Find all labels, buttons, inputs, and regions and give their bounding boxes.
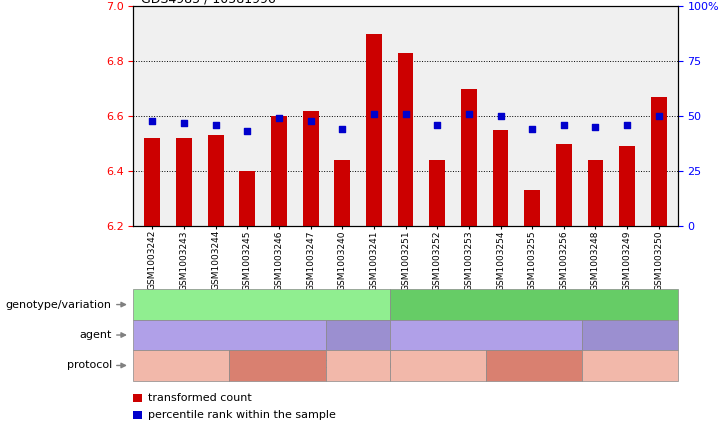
Bar [429, 160, 445, 226]
Bar [588, 160, 603, 226]
Text: 1 application: 1 application [148, 360, 216, 371]
Point [242, 128, 253, 135]
Text: TPA: TPA [219, 330, 239, 340]
Text: control: control [611, 330, 649, 340]
Text: 1 application: 1 application [324, 360, 392, 371]
Point [337, 126, 348, 133]
Point [399, 110, 411, 117]
Bar [271, 116, 287, 226]
Text: agent: agent [79, 330, 112, 340]
Point [495, 113, 506, 120]
Text: GDS4985 / 10581996: GDS4985 / 10581996 [141, 0, 275, 6]
Bar [398, 53, 413, 226]
Text: 1 application: 1 application [596, 360, 663, 371]
Text: 1 application: 1 application [404, 360, 472, 371]
Text: transformed count: transformed count [148, 393, 252, 403]
Text: genotype/variation: genotype/variation [6, 299, 112, 310]
Bar [208, 135, 224, 226]
Point [526, 126, 538, 133]
Bar [144, 138, 160, 226]
Point [558, 121, 570, 128]
Bar [176, 138, 192, 226]
Text: 4 daily applications: 4 daily applications [486, 360, 581, 371]
Bar [556, 143, 572, 226]
Text: control: control [338, 330, 377, 340]
Bar [651, 97, 667, 226]
Point [305, 117, 317, 124]
Bar [239, 171, 255, 226]
Text: wild type: wild type [508, 299, 559, 310]
Point [210, 121, 221, 128]
Point [622, 121, 633, 128]
Point [463, 110, 474, 117]
Text: 4 daily applications: 4 daily applications [230, 360, 325, 371]
Text: percentile rank within the sample: percentile rank within the sample [148, 410, 336, 420]
Text: Vav2-/-;Vav3-/-: Vav2-/-;Vav3-/- [221, 299, 302, 310]
Point [146, 117, 158, 124]
Point [273, 115, 285, 122]
Bar [524, 190, 540, 226]
Point [431, 121, 443, 128]
Point [653, 113, 665, 120]
Bar [366, 34, 382, 226]
Text: protocol: protocol [66, 360, 112, 371]
Bar [303, 111, 319, 226]
Bar [619, 146, 635, 226]
Point [178, 119, 190, 126]
Bar [492, 130, 508, 226]
Text: TPA: TPA [475, 330, 496, 340]
Point [590, 124, 601, 130]
Bar [461, 89, 477, 226]
Bar [335, 160, 350, 226]
Point [368, 110, 380, 117]
